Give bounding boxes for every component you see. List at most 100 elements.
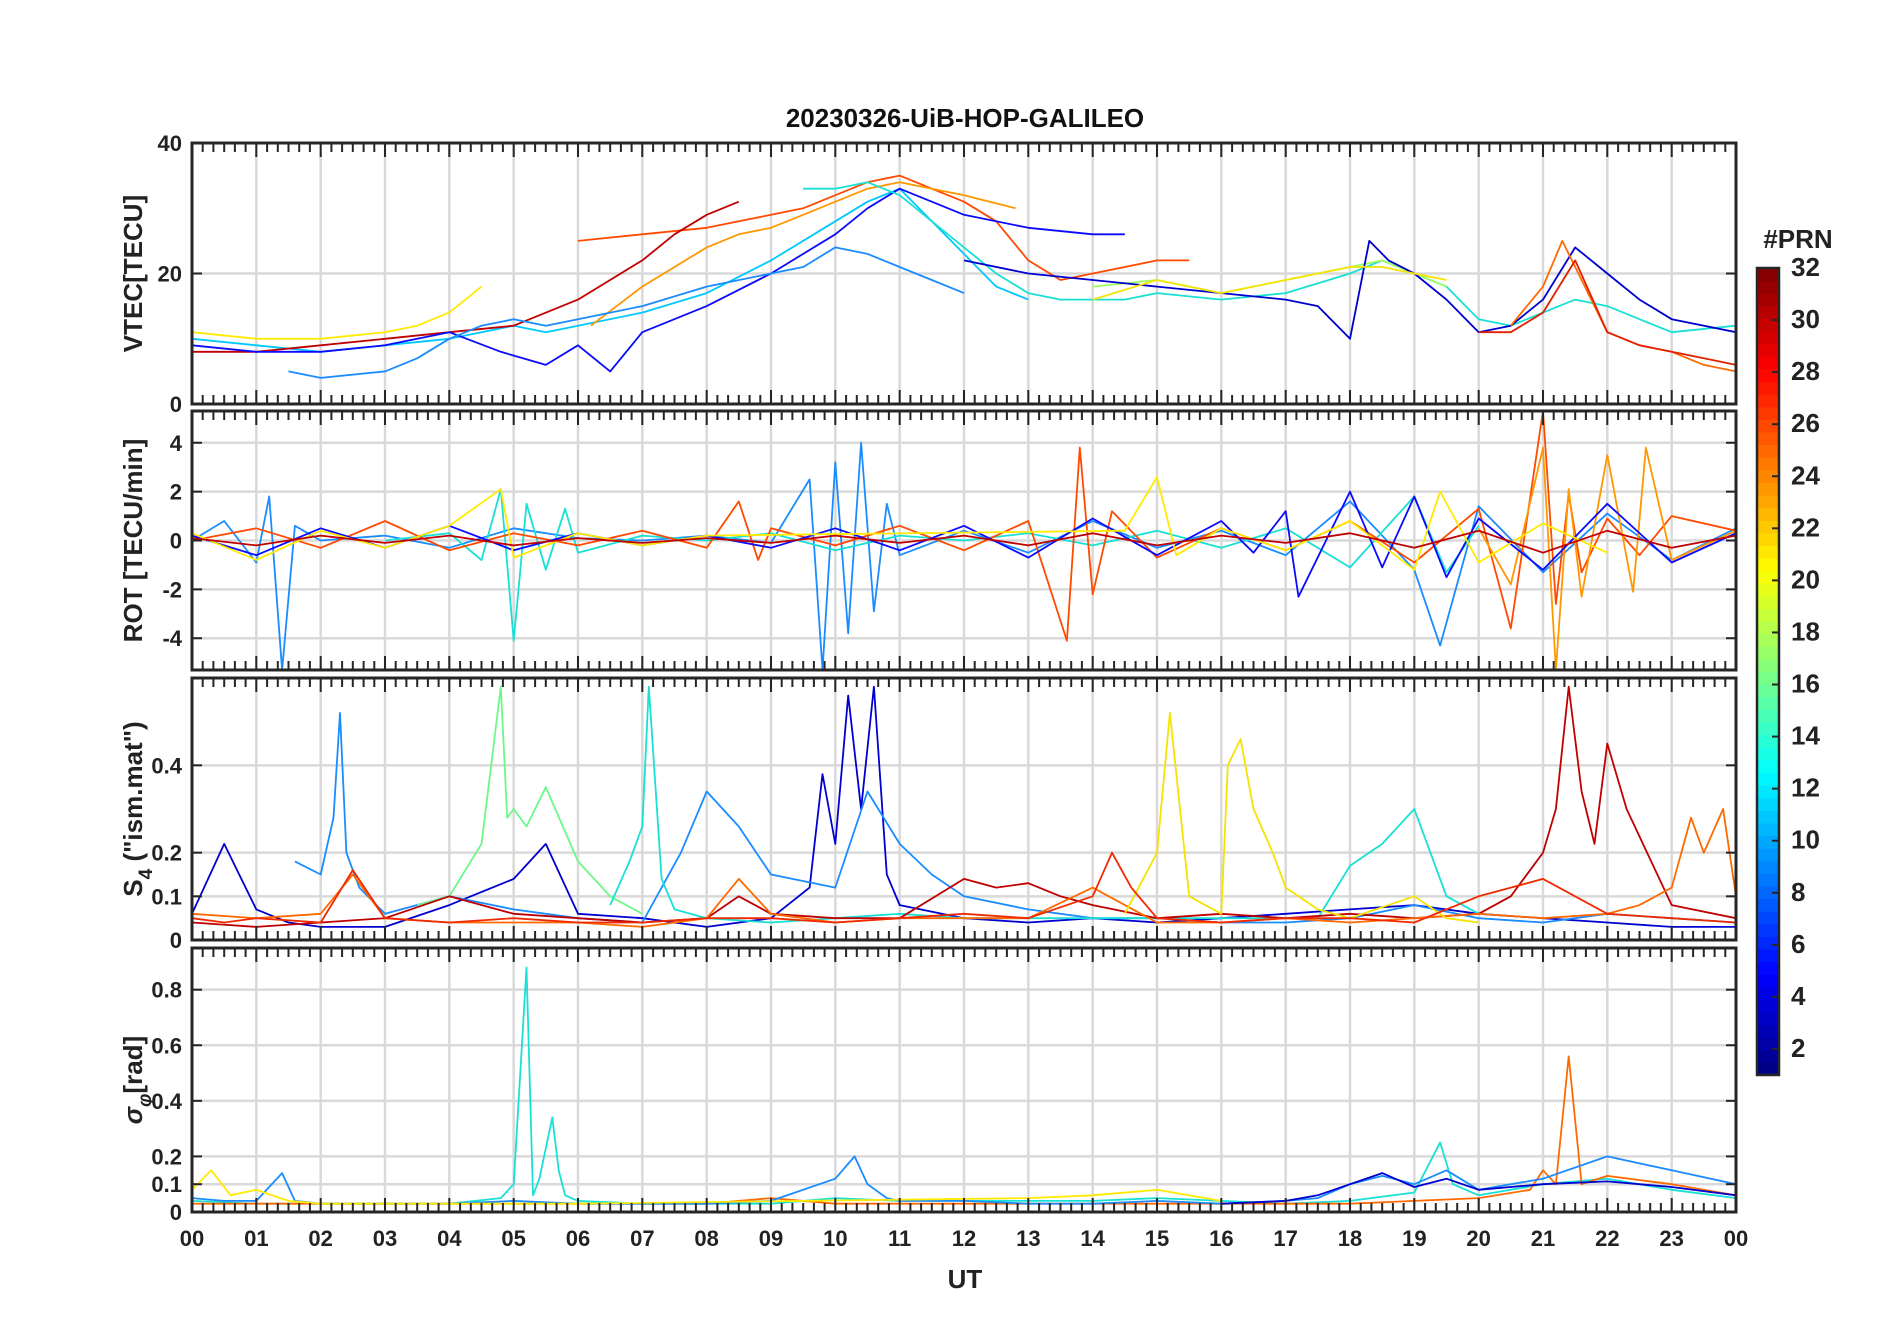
colorbar-swatch — [1757, 1037, 1779, 1051]
y-tick-label: 0 — [170, 1200, 182, 1225]
colorbar-swatch — [1757, 810, 1779, 824]
colorbar-swatch — [1757, 797, 1779, 811]
colorbar-swatch — [1757, 747, 1779, 761]
colorbar-swatch — [1757, 911, 1779, 925]
colorbar-frame — [1755, 266, 1781, 1077]
colorbar-tick-label: 8 — [1791, 877, 1805, 907]
series-group — [192, 685, 1736, 928]
x-tick-label: 05 — [501, 1226, 525, 1251]
y-tick-label: 0 — [170, 529, 182, 554]
colorbar-swatch — [1757, 431, 1779, 446]
x-tick-label: 22 — [1595, 1226, 1619, 1251]
y-axis-title: ROT [TECU/min] — [118, 439, 148, 643]
colorbar-swatch — [1757, 608, 1779, 622]
y-axis-title: VTEC[TECU] — [118, 195, 148, 352]
colorbar-swatch — [1757, 646, 1779, 660]
colorbar-swatch — [1757, 356, 1779, 370]
y-tick-label: -4 — [162, 626, 182, 651]
x-tick-label: 11 — [888, 1226, 911, 1251]
colorbar-swatch — [1757, 658, 1779, 673]
y-axis-title: σφ[rad] — [118, 1036, 156, 1124]
x-tick-label: 02 — [308, 1226, 332, 1251]
x-tick-label: 14 — [1080, 1226, 1105, 1251]
colorbar-tick-label: 4 — [1791, 981, 1806, 1011]
series-prn-20 — [1092, 266, 1447, 301]
colorbar-tick-label: 22 — [1791, 512, 1820, 542]
x-tick-marks — [191, 948, 1737, 1212]
colorbar-swatch — [1757, 558, 1779, 572]
colorbar-swatch — [1757, 721, 1779, 736]
colorbar-swatch — [1757, 898, 1779, 912]
y-tick-label: 0.6 — [151, 1033, 182, 1058]
y-tick-label: 4 — [170, 431, 183, 456]
series-prn-3 — [1221, 1172, 1736, 1205]
x-tick-label: 15 — [1145, 1226, 1169, 1251]
colorbar-swatch — [1757, 318, 1779, 332]
colorbar-swatch — [1757, 822, 1779, 837]
x-tick-label: 12 — [952, 1226, 976, 1251]
colorbar-swatch — [1757, 406, 1779, 420]
colorbar-swatch — [1757, 772, 1779, 786]
colorbar-swatch — [1757, 974, 1779, 988]
x-tick-label: 09 — [759, 1226, 783, 1251]
x-axis: 00 01 02 03 04 05 06 07 08 09 10 11 12 13 14 15 16 17 18 19… — [180, 1226, 1748, 1251]
x-axis-title: UT — [948, 1264, 983, 1294]
colorbar-tick-label: 32 — [1791, 252, 1820, 282]
colorbar-swatch — [1757, 1024, 1779, 1038]
series-prn-27 — [192, 851, 1736, 924]
colorbar-swatch — [1757, 684, 1779, 698]
series-prn-13 — [384, 488, 1480, 642]
series-prn-3 — [963, 239, 1736, 340]
colorbar-tick-label: 24 — [1791, 460, 1820, 490]
colorbar-swatch — [1757, 305, 1779, 320]
colorbar-swatch — [1757, 482, 1779, 496]
colorbar-tick-label: 20 — [1791, 564, 1820, 594]
colorbar-swatch — [1757, 848, 1779, 862]
x-tick-label: 00 — [1724, 1226, 1748, 1251]
colorbar-tick-label: 6 — [1791, 929, 1805, 959]
x-tick-label: 21 — [1531, 1226, 1555, 1251]
colorbar-swatch — [1757, 457, 1779, 471]
colorbar-swatch — [1757, 784, 1779, 799]
x-tick-label: 07 — [630, 1226, 654, 1251]
series-prn-5 — [192, 187, 1125, 373]
colorbar-swatch — [1757, 873, 1779, 887]
colorbar-swatch — [1757, 1062, 1779, 1076]
colorbar-swatch — [1757, 621, 1779, 635]
colorbar-swatch — [1757, 633, 1779, 647]
colorbar-swatch — [1757, 583, 1779, 597]
colorbar-label: #PRN — [1763, 224, 1832, 254]
x-tick-marks — [191, 143, 1737, 404]
colorbar-swatch — [1757, 671, 1779, 685]
y-tick-label: 20 — [158, 262, 182, 287]
colorbar-tick-label: 10 — [1791, 825, 1820, 855]
colorbar-swatch — [1757, 986, 1779, 1000]
colorbar-swatch — [1757, 494, 1779, 509]
colorbar-swatch — [1757, 293, 1779, 307]
panel-vtec: 0 20 40 VTEC[TECU] — [118, 131, 1738, 417]
colorbar-tick-label: 14 — [1791, 721, 1820, 751]
x-tick-label: 00 — [180, 1226, 204, 1251]
x-tick-label: 17 — [1273, 1226, 1297, 1251]
colorbar-tick-label: 16 — [1791, 669, 1820, 699]
colorbar-swatch — [1757, 696, 1779, 710]
x-tick-label: 08 — [694, 1226, 718, 1251]
x-tick-label: 16 — [1209, 1226, 1233, 1251]
x-tick-label: 03 — [373, 1226, 397, 1251]
y-tick-label: 0.1 — [151, 1172, 182, 1197]
panel-s4: 0 0.1 0.2 0.4S4 ("ism.mat") — [118, 676, 1738, 953]
x-tick-label: 06 — [566, 1226, 590, 1251]
x-tick-marks — [191, 678, 1737, 940]
series-prn-30 — [192, 529, 1736, 554]
colorbar-swatch — [1757, 595, 1779, 610]
y-tick-label: 0.2 — [151, 1144, 182, 1169]
series-prn-20 — [1124, 712, 1479, 924]
series-prn-8 — [288, 246, 965, 379]
colorbar-swatch — [1757, 331, 1779, 345]
x-tick-label: 20 — [1466, 1226, 1490, 1251]
colorbar-swatch — [1757, 936, 1779, 950]
x-tick-marks — [191, 411, 1737, 670]
colorbar-swatch — [1757, 268, 1779, 282]
series-prn-30 — [192, 200, 740, 353]
